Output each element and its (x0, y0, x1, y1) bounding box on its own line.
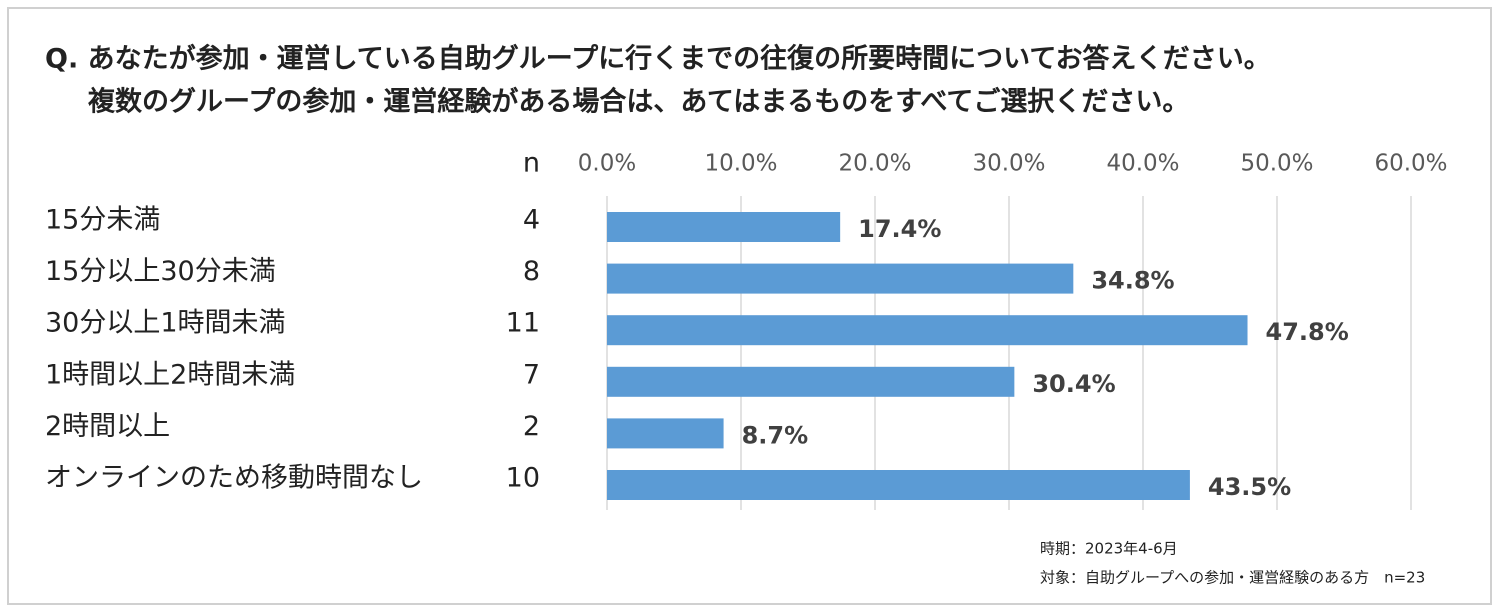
category-label: 2時間以上 (45, 411, 170, 442)
bar (607, 418, 724, 449)
n-count: 4 (523, 205, 540, 236)
x-tick-label: 10.0% (704, 151, 777, 177)
category-label: オンラインのため移動時間なし (45, 463, 423, 494)
x-tick-label: 40.0% (1106, 151, 1179, 177)
category-label: 30分以上1時間未満 (45, 308, 286, 339)
category-label: 1時間以上2時間未満 (45, 359, 295, 390)
x-tick-label: 30.0% (972, 151, 1045, 177)
value-label: 34.8% (1091, 267, 1174, 295)
x-tick-label: 0.0% (578, 151, 636, 177)
value-label: 47.8% (1266, 318, 1349, 346)
note: 対象：自助グループへの参加・運営経験のある方 n=23 (1040, 569, 1425, 587)
category-label: 15分未満 (45, 205, 160, 236)
x-tick-label: 50.0% (1240, 151, 1313, 177)
value-label: 8.7% (742, 421, 809, 449)
bar (607, 212, 841, 242)
bar (607, 470, 1190, 500)
value-label: 30.4% (1032, 370, 1115, 398)
category-label: 15分以上30分未満 (45, 256, 276, 287)
bar (607, 315, 1248, 346)
n-header: n (523, 148, 540, 179)
chart-title: Q. あなたが参加・運営している自助グループに行くまでの往復の所要時間についてお… (45, 43, 1271, 75)
value-label: 17.4% (858, 215, 941, 243)
frame (7, 7, 1492, 605)
chart-title: 複数のグループの参加・運営経験がある場合は、あてはまるものをすべてご選択ください… (88, 86, 1189, 118)
bar (607, 366, 1015, 397)
x-tick-label: 20.0% (838, 151, 911, 177)
n-count: 11 (506, 308, 540, 339)
bar (607, 263, 1074, 294)
x-tick-label: 60.0% (1374, 151, 1447, 177)
n-count: 7 (523, 359, 540, 390)
value-label: 43.5% (1208, 473, 1291, 501)
note: 時期：2023年4-6月 (1040, 540, 1178, 558)
n-count: 2 (523, 411, 540, 442)
n-count: 8 (523, 256, 540, 287)
n-count: 10 (506, 463, 540, 494)
